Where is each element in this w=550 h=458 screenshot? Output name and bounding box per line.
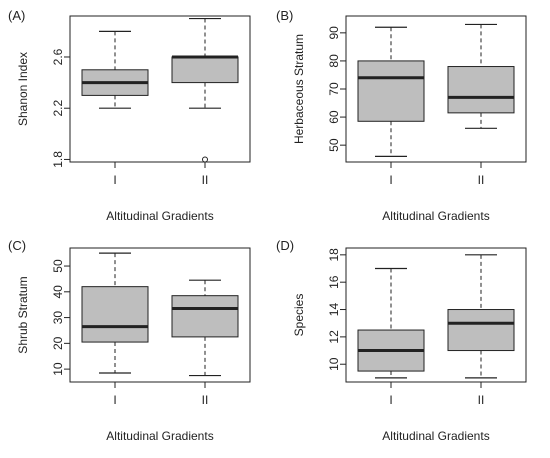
- box-body: [171, 295, 239, 338]
- y-tick-label: 14: [327, 303, 341, 317]
- box-II: [447, 23, 515, 129]
- y-tick-label: 1.8: [51, 151, 65, 168]
- y-tick-label: 2.2: [51, 100, 65, 117]
- box-I: [81, 30, 149, 109]
- y-tick-label: 10: [51, 362, 65, 376]
- plot-frame: [345, 247, 527, 383]
- y-tick-label: 10: [327, 357, 341, 371]
- y-tick-label: 40: [51, 285, 65, 299]
- box-I: [357, 26, 425, 157]
- box-body: [447, 309, 515, 352]
- plot-frame: [69, 15, 251, 163]
- panel-label: (B): [276, 8, 293, 23]
- y-tick-label: 70: [327, 82, 341, 96]
- x-axis-label: Altitudinal Gradients: [106, 209, 213, 223]
- x-tick-label: II: [202, 173, 209, 187]
- x-axis-label: Altitudinal Gradients: [382, 209, 489, 223]
- box-II: [447, 254, 515, 379]
- box-II: [171, 17, 239, 163]
- box-I: [357, 267, 425, 379]
- y-tick-label: 30: [51, 311, 65, 325]
- y-axis-label: Shanon Index: [16, 52, 30, 126]
- panel-label: (C): [8, 238, 26, 253]
- y-tick-label: 60: [327, 110, 341, 124]
- panel-label: (A): [8, 8, 25, 23]
- x-tick-label: I: [113, 393, 116, 407]
- y-axis-label: Herbaceous Stratum: [292, 34, 306, 144]
- box-body: [357, 60, 425, 122]
- x-tick-label: I: [389, 173, 392, 187]
- y-tick-label: 80: [327, 54, 341, 68]
- box-II: [171, 279, 239, 377]
- y-tick-label: 90: [327, 26, 341, 40]
- x-tick-label: I: [113, 173, 116, 187]
- y-axis-label: Shrub Stratum: [16, 276, 30, 353]
- x-tick-label: II: [202, 393, 209, 407]
- panel-label: (D): [276, 238, 294, 253]
- outlier-point: [202, 156, 208, 163]
- box-body: [81, 286, 149, 343]
- x-axis-label: Altitudinal Gradients: [106, 429, 213, 443]
- x-tick-label: I: [389, 393, 392, 407]
- box-body: [447, 66, 515, 114]
- x-tick-label: II: [478, 173, 485, 187]
- y-tick-label: 18: [327, 248, 341, 262]
- x-tick-label: II: [478, 393, 485, 407]
- y-tick-label: 12: [327, 330, 341, 344]
- y-tick-label: 20: [51, 336, 65, 350]
- plot-frame: [69, 247, 251, 383]
- x-axis-label: Altitudinal Gradients: [382, 429, 489, 443]
- y-tick-label: 2.6: [51, 48, 65, 65]
- box-I: [81, 252, 149, 374]
- y-axis-label: Species: [292, 294, 306, 337]
- y-tick-label: 16: [327, 275, 341, 289]
- box-body: [171, 56, 239, 84]
- y-tick-label: 50: [327, 138, 341, 152]
- y-tick-label: 50: [51, 259, 65, 273]
